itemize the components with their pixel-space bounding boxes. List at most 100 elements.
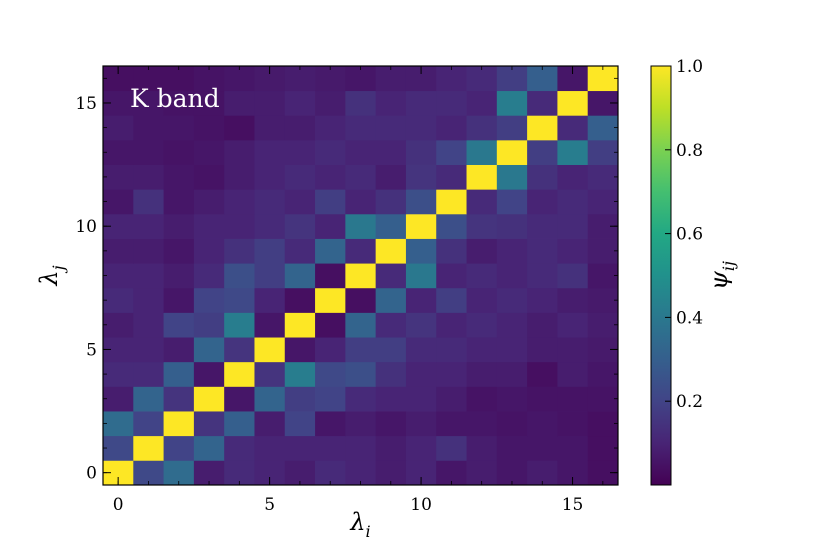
heatmap-cell: [405, 139, 437, 165]
heatmap-cell: [436, 312, 467, 338]
heatmap-cell: [527, 337, 558, 363]
heatmap-cell: [587, 411, 619, 437]
heatmap-cell: [405, 386, 437, 412]
heatmap-cell: [496, 312, 528, 338]
heatmap-cell: [224, 66, 255, 92]
heatmap-cell: [315, 238, 346, 264]
heatmap-cell: [405, 164, 437, 190]
heatmap-cell: [587, 66, 619, 92]
heatmap-cell: [224, 312, 255, 338]
heatmap-cell: [436, 411, 467, 437]
heatmap-cell: [466, 139, 498, 165]
heatmap-cell: [133, 287, 164, 313]
heatmap-cell: [163, 312, 195, 338]
heatmap-cell: [254, 361, 286, 387]
heatmap-cell: [587, 386, 619, 412]
heatmap-cell: [496, 263, 528, 289]
heatmap-cell: [163, 189, 195, 215]
heatmap-cell: [133, 263, 164, 289]
heatmap-cell: [163, 435, 195, 461]
heatmap-cell: [345, 189, 377, 215]
heatmap-cell: [496, 361, 528, 387]
heatmap-cell: [163, 337, 195, 363]
heatmap-cell: [345, 435, 377, 461]
heatmap-cell: [436, 115, 467, 141]
heatmap-cell: [557, 238, 589, 264]
heatmap-cell: [254, 139, 286, 165]
heatmap-cell: [527, 361, 558, 387]
heatmap-cell: [557, 411, 589, 437]
heatmap-cell: [436, 238, 467, 264]
heatmap-cell: [375, 139, 407, 165]
heatmap-cell: [405, 411, 437, 437]
heatmap-cell: [103, 411, 134, 437]
heatmap-cell: [284, 361, 316, 387]
heatmap-cell: [345, 238, 377, 264]
heatmap-cell: [193, 115, 225, 141]
heatmap-cell: [133, 115, 164, 141]
heatmap-cell: [284, 189, 316, 215]
heatmap-cell: [103, 139, 134, 165]
heatmap-cell: [284, 139, 316, 165]
heatmap-cell: [436, 361, 467, 387]
colorbar-tick-label: 1.0: [676, 57, 703, 77]
heatmap-cell: [527, 287, 558, 313]
heatmap-cell: [224, 287, 255, 313]
heatmap-cell: [315, 411, 346, 437]
heatmap-cell: [466, 90, 498, 116]
heatmap-cell: [405, 213, 437, 239]
y-axis-ticks: 0 5 10 15: [75, 77, 618, 484]
heatmap-cell: [284, 115, 316, 141]
heatmap-cell: [345, 411, 377, 437]
heatmap-cell: [284, 66, 316, 92]
heatmap-cell: [375, 189, 407, 215]
heatmap-cell: [103, 287, 134, 313]
heatmap-cell: [466, 115, 498, 141]
heatmap-cell: [375, 90, 407, 116]
heatmap-cell: [315, 312, 346, 338]
heatmap-cell: [315, 386, 346, 412]
heatmap-cell: [163, 213, 195, 239]
x-tick-label: 15: [562, 495, 584, 515]
heatmap-cell: [557, 337, 589, 363]
heatmap-cell: [163, 361, 195, 387]
heatmap-cell: [527, 386, 558, 412]
heatmap-cell: [284, 337, 316, 363]
heatmap-cell: [496, 66, 528, 92]
heatmap-cell: [163, 263, 195, 289]
heatmap-cell: [315, 287, 346, 313]
y-axis-label: λj: [35, 265, 68, 286]
heatmap-cell: [345, 312, 377, 338]
heatmap-cell: [405, 435, 437, 461]
heatmap-cell: [163, 411, 195, 437]
heatmap-cell: [163, 115, 195, 141]
heatmap-cell: [284, 90, 316, 116]
heatmap-cell: [375, 213, 407, 239]
heatmap-cell: [375, 312, 407, 338]
y-tick-label: 5: [86, 340, 97, 360]
heatmap-cell: [315, 164, 346, 190]
heatmap-cell: [315, 337, 346, 363]
heatmap-cell: [587, 164, 619, 190]
heatmap-cell: [557, 361, 589, 387]
heatmap-cell: [375, 435, 407, 461]
heatmap-cell: [163, 164, 195, 190]
heatmap-cell: [254, 238, 286, 264]
heatmap-cell: [496, 287, 528, 313]
heatmap-cell: [557, 189, 589, 215]
heatmap-cell: [284, 435, 316, 461]
heatmap-cell: [466, 312, 498, 338]
heatmap-cell: [587, 312, 619, 338]
heatmap-cell: [527, 435, 558, 461]
heatmap-cell: [315, 263, 346, 289]
heatmap-cell: [163, 66, 195, 92]
heatmap-cell: [103, 263, 134, 289]
heatmap-cell: [315, 361, 346, 387]
heatmap-cell: [345, 213, 377, 239]
heatmap-cell: [133, 189, 164, 215]
x-axis-label: λi: [349, 508, 370, 541]
heatmap-cell: [527, 238, 558, 264]
heatmap-cell: [527, 411, 558, 437]
heatmap-cell: [527, 263, 558, 289]
